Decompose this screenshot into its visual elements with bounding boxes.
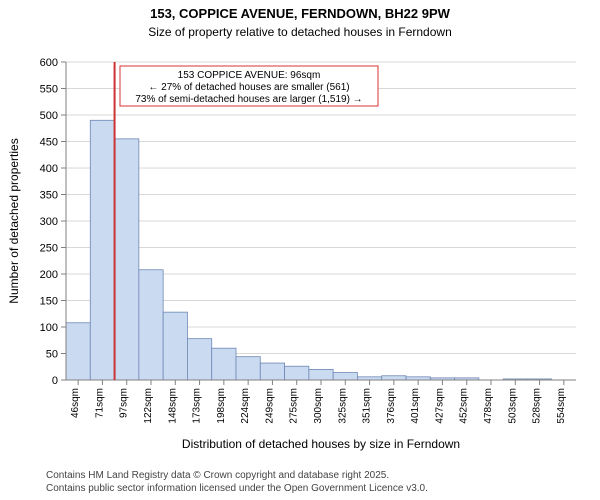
x-axis-label: Distribution of detached houses by size … [182,437,460,451]
svg-text:50: 50 [46,349,58,361]
svg-text:478sqm: 478sqm [483,388,494,424]
svg-text:173sqm: 173sqm [192,388,203,424]
bar [212,348,236,380]
callout-line-2: ← 27% of detached houses are smaller (56… [148,82,349,93]
svg-text:528sqm: 528sqm [532,388,543,424]
svg-text:100: 100 [40,322,58,334]
bar [163,312,187,380]
svg-text:351sqm: 351sqm [362,388,373,424]
bar [66,323,90,380]
svg-text:198sqm: 198sqm [216,388,227,424]
svg-text:376sqm: 376sqm [386,388,397,424]
svg-text:122sqm: 122sqm [143,388,154,424]
histogram-chart: 153, COPPICE AVENUE, FERNDOWN, BH22 9PW … [0,0,600,500]
bar [382,376,406,380]
bar [187,339,211,380]
svg-text:300sqm: 300sqm [313,388,324,424]
svg-text:400: 400 [40,163,58,175]
svg-text:550: 550 [40,84,58,96]
svg-text:200: 200 [40,269,58,281]
y-axis-label: Number of detached properties [7,138,21,303]
svg-text:150: 150 [40,296,58,308]
chart-title: 153, COPPICE AVENUE, FERNDOWN, BH22 9PW [150,6,451,21]
svg-text:224sqm: 224sqm [240,388,251,424]
svg-text:0: 0 [52,375,58,387]
svg-text:427sqm: 427sqm [434,388,445,424]
callout-line-3: 73% of semi-detached houses are larger (… [135,94,362,105]
svg-text:503sqm: 503sqm [507,388,518,424]
svg-text:452sqm: 452sqm [459,388,470,424]
footer-line-1: Contains HM Land Registry data © Crown c… [46,470,389,481]
bar [236,357,260,380]
svg-text:300: 300 [40,216,58,228]
svg-text:350: 350 [40,190,58,202]
svg-text:275sqm: 275sqm [289,388,300,424]
svg-text:450: 450 [40,137,58,149]
bar [309,369,333,380]
svg-text:401sqm: 401sqm [410,388,421,424]
svg-text:600: 600 [40,57,58,69]
bar [139,270,163,380]
bar [333,373,357,380]
footer-line-2: Contains public sector information licen… [46,483,428,494]
bar [285,366,309,380]
bar [260,363,284,380]
svg-text:250: 250 [40,243,58,255]
svg-text:554sqm: 554sqm [556,388,567,424]
bar [90,120,114,380]
svg-text:249sqm: 249sqm [264,388,275,424]
callout-line-1: 153 COPPICE AVENUE: 96sqm [178,70,321,81]
svg-text:71sqm: 71sqm [94,388,105,418]
callout-box: 153 COPPICE AVENUE: 96sqm ← 27% of detac… [120,66,378,106]
chart-subtitle: Size of property relative to detached ho… [148,25,452,39]
svg-text:500: 500 [40,110,58,122]
svg-text:148sqm: 148sqm [167,388,178,424]
svg-text:325sqm: 325sqm [337,388,348,424]
bar [115,139,139,380]
svg-text:46sqm: 46sqm [70,388,81,418]
svg-text:97sqm: 97sqm [119,388,130,418]
